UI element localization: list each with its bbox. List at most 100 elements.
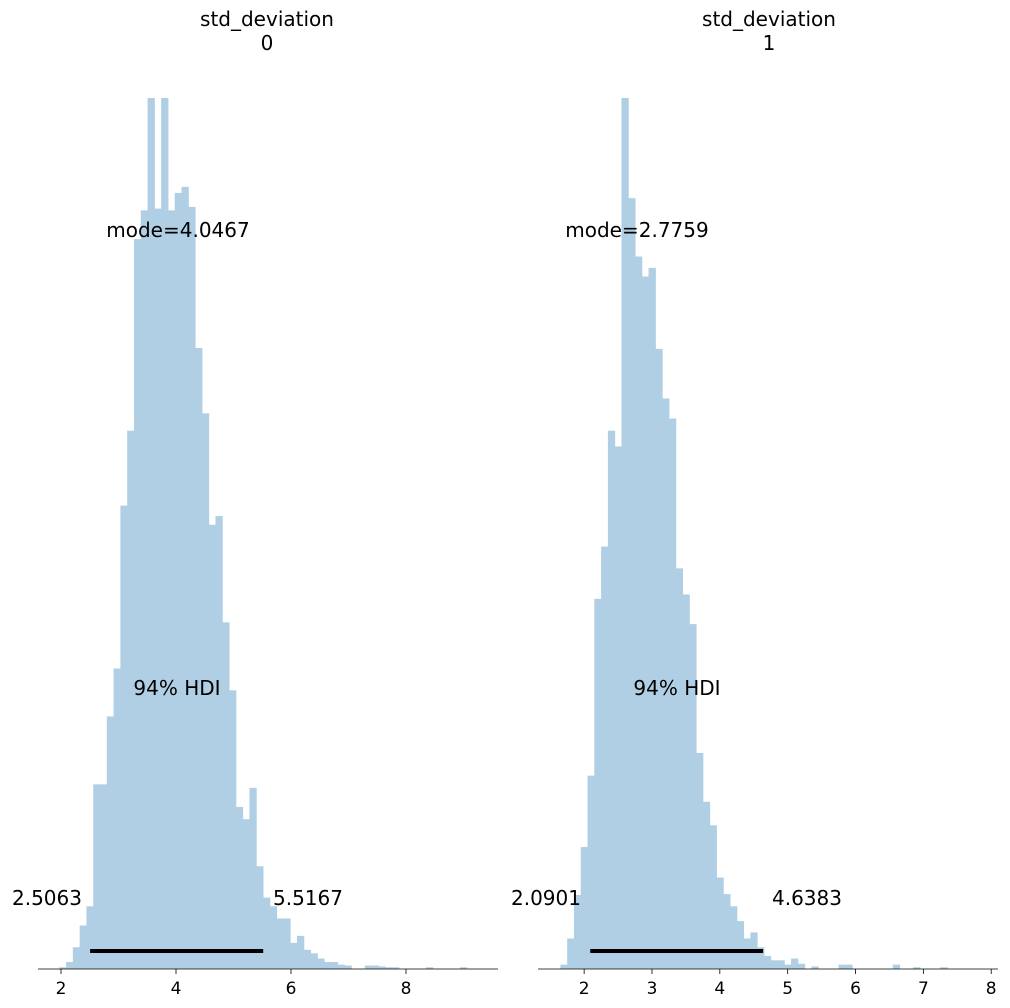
- histogram-bar: [702, 801, 711, 969]
- histogram-bar: [371, 965, 379, 969]
- histogram-bar: [242, 819, 250, 969]
- mode-label: mode=2.7759: [565, 218, 708, 242]
- histogram-bar: [580, 847, 589, 969]
- histogram-bar: [573, 894, 582, 970]
- x-axis-ticks: 2 3 4 5 6 7 8: [579, 969, 997, 999]
- histogram-bar: [668, 418, 677, 969]
- histogram-bar: [276, 918, 284, 969]
- histogram-bar: [940, 967, 948, 969]
- histogram-bar: [628, 198, 636, 969]
- hdi-upper-label: 4.6383: [772, 886, 842, 910]
- histogram-bar: [147, 98, 155, 969]
- x-tick-label: 7: [918, 979, 929, 999]
- x-tick-label: 5: [782, 979, 793, 999]
- histogram-bar: [594, 598, 602, 970]
- histogram-bar: [222, 622, 230, 969]
- histogram-bar: [235, 806, 244, 969]
- histogram-bar: [682, 594, 690, 969]
- histogram-bar: [621, 98, 629, 969]
- histogram-bar: [425, 967, 434, 969]
- histogram-bar: [72, 947, 81, 970]
- histogram-bar: [181, 186, 189, 970]
- histogram-bar: [263, 897, 271, 969]
- histogram-bar: [770, 960, 778, 969]
- histogram-bar: [208, 524, 216, 969]
- histogram-bar: [66, 962, 74, 969]
- histogram-bar: [913, 967, 921, 969]
- histogram-bar: [106, 716, 115, 969]
- histogram-bar: [364, 965, 373, 969]
- histogram-bar: [716, 877, 724, 969]
- hdi-upper-label: 5.5167: [273, 886, 343, 910]
- histogram-bar: [201, 413, 210, 969]
- hdi-label: 94% HDI: [133, 676, 220, 700]
- hdi-lower-label: 2.5063: [12, 886, 82, 910]
- histogram-bar: [310, 953, 318, 969]
- panel-std-deviation-1: std_deviation 1 2 3 4 5 6 7 8 mode=2.7759 94% …: [511, 7, 998, 999]
- hdi-lower-label: 2.0901: [511, 886, 581, 910]
- histogram-bar: [784, 964, 792, 969]
- panel-title-line1: std_deviation: [702, 7, 836, 31]
- panel-std-deviation-0: std_deviation 0 2 4 6 8 mode=4.0467 94% HDI…: [12, 7, 498, 999]
- histogram-bar: [344, 965, 352, 969]
- histogram-bar: [188, 206, 196, 970]
- histogram-bar: [607, 430, 616, 970]
- histogram-bar: [93, 784, 101, 969]
- histogram-bar: [86, 906, 94, 969]
- x-tick-label: 2: [579, 979, 590, 999]
- histogram-bar: [215, 516, 223, 969]
- panel-title-line1: std_deviation: [200, 7, 334, 31]
- histogram-bar: [655, 348, 663, 970]
- histogram-bar: [601, 546, 609, 970]
- histogram-bar: [303, 949, 312, 969]
- histogram-bar: [662, 398, 670, 969]
- histogram-bar: [743, 938, 751, 969]
- histogram-bar: [296, 935, 305, 969]
- histogram-bar: [161, 98, 169, 969]
- histogram-bar: [100, 784, 108, 969]
- histogram-bar: [385, 967, 393, 969]
- histogram-bar: [797, 963, 806, 969]
- histogram-bar: [567, 938, 575, 969]
- histogram-bar: [269, 906, 278, 969]
- histogram-bar: [256, 866, 264, 969]
- histogram-bar: [648, 267, 656, 970]
- histogram-bar: [777, 960, 785, 969]
- x-tick-label: 2: [56, 979, 67, 999]
- histogram-bar: [736, 921, 745, 970]
- histogram-bar: [133, 239, 142, 970]
- histogram-bar: [79, 925, 87, 969]
- histogram-bar: [127, 430, 135, 970]
- histogram-bar: [560, 964, 568, 969]
- histogram-bar: [459, 967, 468, 969]
- histogram-bar: [330, 962, 339, 969]
- histogram-bar: [140, 210, 149, 970]
- histogram-bar: [167, 210, 176, 970]
- histogram-bar: [689, 624, 697, 969]
- histogram-bar: [317, 958, 325, 969]
- histogram-bar: [811, 966, 819, 969]
- x-tick-label: 4: [714, 979, 725, 999]
- histogram-bar: [337, 964, 345, 969]
- histogram-bar: [845, 964, 853, 969]
- histogram-bar: [757, 947, 765, 970]
- histogram-bar: [59, 967, 67, 969]
- histogram-bar: [675, 568, 684, 969]
- panel-title-line2: 0: [261, 31, 274, 55]
- histogram-bar: [154, 208, 162, 969]
- x-tick-label: 6: [850, 979, 861, 999]
- histogram-bar: [290, 942, 298, 969]
- histogram-bar: [838, 964, 846, 969]
- histogram-bar: [120, 505, 128, 969]
- histogram-bar: [229, 690, 237, 969]
- x-tick-label: 8: [401, 979, 412, 999]
- histogram-bar: [174, 192, 183, 969]
- x-tick-label: 8: [986, 979, 997, 999]
- histogram-bars: [560, 98, 948, 970]
- histogram-bar: [723, 894, 731, 969]
- histogram-bar: [892, 964, 901, 969]
- histogram-bar: [324, 962, 332, 969]
- x-tick-label: 4: [171, 979, 182, 999]
- histogram-bar: [587, 775, 595, 969]
